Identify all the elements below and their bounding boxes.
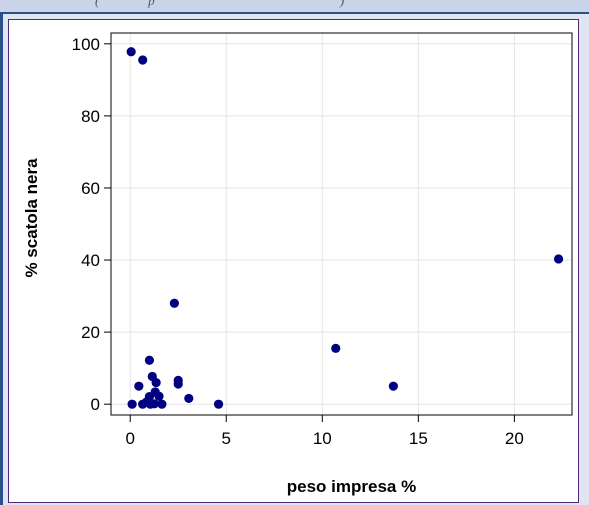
data-point [149, 399, 159, 409]
y-tick-label: 100 [72, 35, 100, 54]
y-tick-label: 0 [91, 395, 100, 414]
x-tick-label: 20 [505, 429, 524, 448]
x-tick-label: 15 [409, 429, 428, 448]
data-point [151, 377, 161, 388]
window-top-band: ( p ) [0, 0, 589, 14]
data-point [134, 381, 144, 391]
scatter-plot: 0 5 10 15 20 0 20 40 60 80 100 peso impresa % % s… [22, 32, 573, 496]
data-point [388, 381, 398, 391]
y-axis-title: % scatola nera [22, 158, 41, 278]
grid-lines [111, 33, 572, 415]
data-point [173, 379, 183, 389]
data-point [331, 343, 341, 353]
plot-area [110, 32, 573, 416]
cropped-caption: ( p ) [95, 0, 345, 8]
data-point [157, 399, 167, 409]
x-tick-label: 5 [222, 429, 231, 448]
x-axis-ticks: 0 5 10 15 20 [125, 415, 524, 448]
x-tick-label: 10 [313, 429, 332, 448]
data-point [154, 391, 164, 401]
data-point [169, 298, 179, 308]
window-left-border [0, 12, 3, 505]
data-point [138, 399, 148, 409]
y-tick-label: 60 [81, 179, 100, 198]
data-point [127, 399, 137, 409]
chart-frame: 0 5 10 15 20 0 20 40 60 80 100 peso impresa % % s… [8, 19, 579, 503]
data-point [213, 399, 224, 409]
x-axis-title: peso impresa % [287, 477, 416, 496]
y-axis-ticks: 0 20 40 60 80 100 [72, 35, 111, 414]
y-tick-label: 80 [81, 107, 100, 126]
data-point [144, 355, 155, 365]
y-tick-label: 40 [81, 251, 100, 270]
x-tick-label: 0 [125, 429, 134, 448]
data-points [126, 47, 564, 409]
data-point [553, 254, 564, 264]
data-point [126, 47, 136, 57]
data-point [184, 393, 194, 404]
data-point [138, 55, 148, 65]
y-tick-label: 20 [81, 323, 100, 342]
